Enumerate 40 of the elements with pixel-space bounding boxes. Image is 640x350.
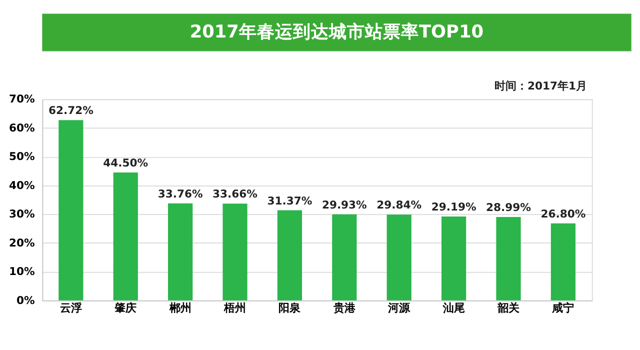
data-label: 29.84%: [376, 198, 422, 212]
bar: [496, 217, 521, 300]
y-tick-label: 10%: [9, 265, 36, 278]
data-label: 62.72%: [48, 104, 94, 118]
x-tick-label: 云浮: [60, 302, 82, 315]
bar: [113, 172, 138, 300]
bar: [550, 223, 576, 300]
bar: [168, 203, 193, 300]
y-tick-label: 30%: [9, 208, 36, 221]
y-tick-label: 0%: [16, 294, 36, 307]
x-tick-label: 阳泉: [278, 302, 301, 315]
text: 时间：2017年1月: [494, 79, 587, 92]
x-tick-label: 韶关: [496, 302, 520, 315]
x-tick-label: 郴州: [168, 302, 192, 315]
bar: [332, 214, 357, 300]
data-label: 29.93%: [322, 198, 368, 212]
y-tick-label: 20%: [9, 236, 36, 250]
y-tick-label: 50%: [9, 150, 36, 164]
chart-title: 2017年春运到达城市站票率TOP10: [190, 21, 484, 42]
data-label: 29.19%: [431, 200, 476, 214]
bar: [58, 120, 84, 300]
data-label: 31.37%: [267, 194, 312, 208]
data-label: 44.50%: [103, 156, 148, 170]
bar: [441, 216, 466, 300]
y-tick-label: 70%: [9, 92, 36, 106]
y-tick-label: 40%: [9, 178, 36, 192]
x-tick-label: 汕尾: [442, 302, 465, 315]
data-label: 33.66%: [212, 188, 258, 201]
x-tick-label: 贵港: [332, 302, 356, 315]
x-tick-label: 肇庆: [114, 302, 137, 315]
data-label: 26.80%: [540, 207, 586, 220]
x-tick-label: 咸宁: [551, 302, 574, 315]
x-tick-label: 梧州: [223, 302, 246, 315]
data-label: 33.76%: [158, 187, 203, 200]
data-label: 28.99%: [486, 201, 532, 214]
bar: [222, 204, 248, 300]
bar: [277, 210, 302, 300]
x-tick-label: 河源: [387, 302, 412, 315]
y-tick-label: 60%: [9, 121, 36, 134]
bar: [386, 214, 412, 300]
